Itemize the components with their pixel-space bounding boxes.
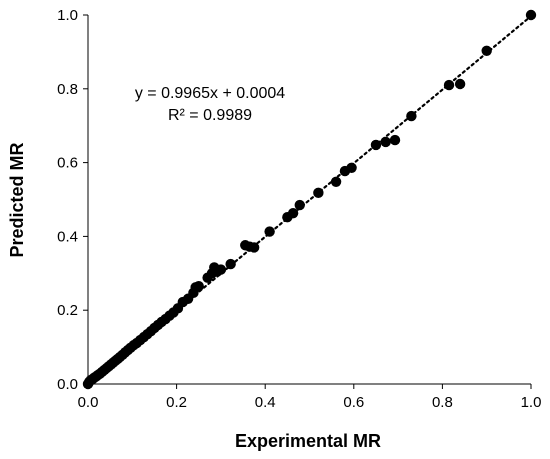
- data-point: [313, 187, 324, 199]
- data-point: [294, 199, 305, 211]
- r-squared-label: R² = 0.9989: [168, 107, 252, 124]
- y-tick-label: 0.0: [57, 376, 78, 393]
- x-tick-label: 0.6: [343, 394, 364, 411]
- x-axis-ticks: 0.0 0.2 0.4 0.6 0.8 1.0: [78, 384, 542, 411]
- y-tick-label: 0.8: [57, 81, 78, 98]
- x-tick-label: 0.0: [78, 394, 99, 411]
- data-point: [330, 176, 342, 187]
- y-axis-title: Predicted MR: [7, 142, 27, 257]
- x-tick-label: 0.4: [255, 394, 276, 411]
- y-tick-label: 1.0: [57, 7, 78, 24]
- data-point: [225, 258, 236, 270]
- x-tick-label: 1.0: [521, 394, 542, 411]
- data-point: [443, 79, 455, 91]
- axes: [87, 15, 531, 385]
- data-point: [215, 264, 227, 275]
- y-tick-label: 0.6: [57, 155, 78, 172]
- x-tick-label: 0.8: [432, 394, 453, 411]
- y-axis-ticks: 0.0 0.2 0.4 0.6 0.8 1.0: [57, 7, 88, 393]
- data-point: [454, 78, 466, 90]
- data-point: [346, 162, 357, 173]
- data-point: [264, 226, 275, 237]
- data-point: [481, 45, 492, 56]
- data-point: [380, 136, 391, 148]
- equation-label: y = 0.9965x + 0.0004: [135, 85, 285, 102]
- x-axis-title: Experimental MR: [235, 431, 381, 451]
- data-point: [525, 9, 537, 21]
- data-point: [389, 134, 401, 146]
- data-point: [193, 281, 204, 292]
- x-tick-label: 0.2: [166, 394, 187, 411]
- y-tick-label: 0.2: [57, 302, 78, 319]
- data-points: [82, 9, 537, 390]
- data-point: [248, 242, 260, 253]
- data-point: [287, 207, 299, 219]
- data-point: [406, 110, 417, 122]
- y-tick-label: 0.4: [57, 228, 78, 245]
- data-point: [370, 139, 382, 151]
